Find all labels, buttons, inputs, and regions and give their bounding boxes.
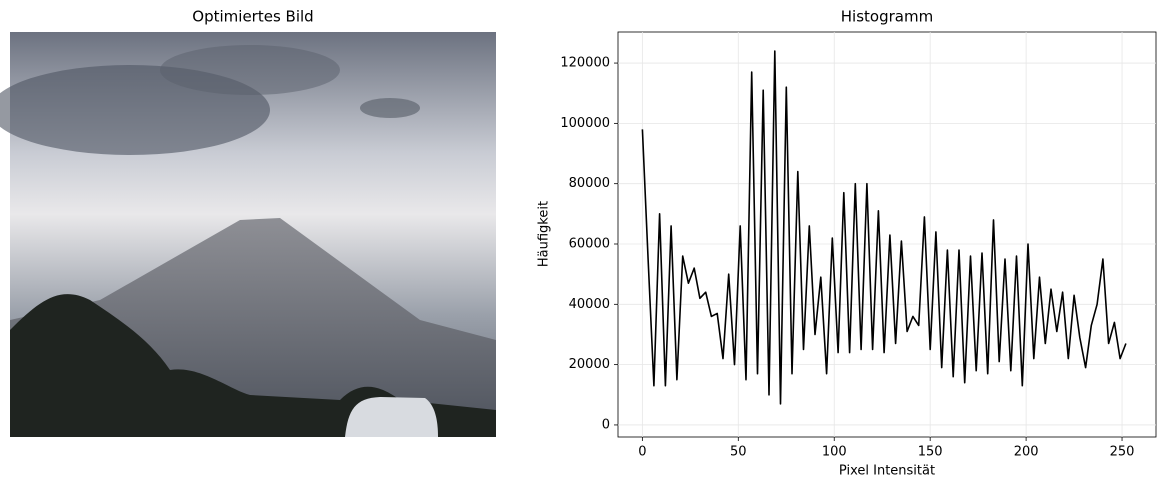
histogram-line bbox=[641, 50, 1127, 405]
x-axis-label: Pixel Intensität bbox=[839, 464, 935, 479]
plot-frame bbox=[617, 31, 1157, 438]
y-tick-label: 0 bbox=[602, 417, 610, 432]
y-tick-label: 100000 bbox=[560, 116, 610, 131]
y-tick-label: 20000 bbox=[569, 357, 610, 372]
chart-title: Histogramm bbox=[841, 8, 933, 26]
y-tick-label: 80000 bbox=[569, 176, 610, 191]
x-tick-label: 200 bbox=[1014, 445, 1039, 460]
x-tick-label: 50 bbox=[730, 445, 747, 460]
x-tick-label: 0 bbox=[638, 445, 646, 460]
x-tick-label: 100 bbox=[822, 445, 847, 460]
y-tick-label: 60000 bbox=[569, 236, 610, 251]
y-axis-label: Häufigkeit bbox=[537, 201, 552, 267]
x-tick-label: 150 bbox=[918, 445, 943, 460]
image-title: Optimiertes Bild bbox=[192, 8, 313, 26]
histogram-plot: Histogramm Pixel Intensität Häufigkeit bbox=[537, 8, 1157, 479]
y-tick-label: 120000 bbox=[560, 56, 610, 71]
y-tick-label: 40000 bbox=[569, 297, 610, 312]
photo bbox=[0, 32, 496, 437]
x-tick-label: 250 bbox=[1110, 445, 1135, 460]
